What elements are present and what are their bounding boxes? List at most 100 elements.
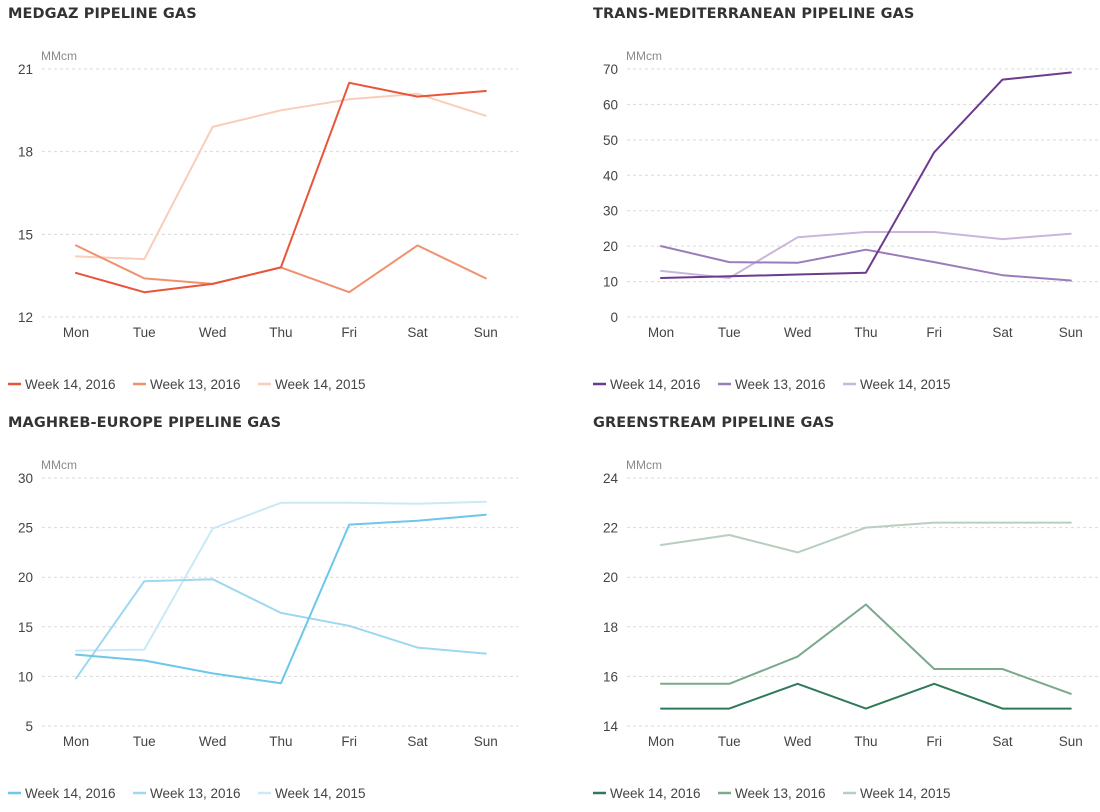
chart-title: GREENSTREAM PIPELINE GAS: [593, 415, 835, 431]
maghreb-europe-chart: MMcm 5 10 15 20 25 30 Mon Tue Wed Thu Fri Sat Sun Week…: [8, 458, 518, 801]
y-tick-label: 24: [603, 471, 619, 486]
series-line: [75, 500, 487, 652]
y-tick-label: 18: [18, 145, 33, 160]
y-tick-label: 15: [18, 227, 33, 242]
x-tick-label: Wed: [784, 325, 812, 340]
y-tick-label: 40: [603, 168, 618, 183]
series-line: [75, 244, 487, 294]
x-tick-label: Sun: [1059, 325, 1083, 340]
legend-item: Week 14, 2015: [258, 786, 366, 801]
medgaz-chart: MMcm 12 15 18 21 Mon Tue Wed Thu Fri Sat Sun Week 14…: [8, 49, 518, 392]
y-tick-label: 15: [18, 620, 33, 635]
y-tick-label: 12: [18, 310, 33, 325]
chart-title: MEDGAZ PIPELINE GAS: [8, 6, 197, 22]
y-tick-label: 30: [603, 204, 618, 219]
y-tick-label: 14: [603, 719, 619, 734]
greenstream-chart-panel: GREENSTREAM PIPELINE GAS MMcm 14 16 18 20 22 2…: [585, 409, 1100, 812]
y-tick-label: 30: [18, 471, 33, 486]
x-tick-label: Thu: [269, 734, 292, 749]
y-tick-label: 20: [603, 570, 618, 585]
medgaz-chart-panel: MEDGAZ PIPELINE GAS MMcm 12 15 18 21 Mon Tue We…: [0, 0, 550, 403]
series-line: [75, 578, 487, 680]
series-line: [660, 682, 1072, 710]
y-tick-label: 0: [610, 310, 618, 325]
series-line: [75, 92, 487, 261]
y-tick-label: 20: [603, 239, 618, 254]
legend-label: Week 14, 2015: [860, 786, 951, 801]
legend-item: Week 14, 2016: [8, 786, 116, 801]
x-tick-label: Wed: [784, 734, 812, 749]
x-tick-label: Mon: [63, 734, 89, 749]
x-tick-label: Mon: [648, 734, 674, 749]
legend-label: Week 14, 2015: [860, 377, 951, 392]
legend-label: Week 14, 2016: [25, 786, 116, 801]
series-line: [660, 245, 1072, 282]
x-tick-label: Thu: [854, 325, 877, 340]
trans-mediterranean-chart: MMcm 0 10 20 30 40 50 60 70 Mon Tue Wed Thu Fri Sat Sun…: [593, 49, 1100, 392]
legend-label: Week 13, 2016: [735, 786, 826, 801]
x-tick-label: Sun: [1059, 734, 1083, 749]
series-line: [660, 603, 1072, 695]
legend-label: Week 14, 2015: [275, 786, 366, 801]
trans-mediterranean-chart-panel: TRANS-MEDITERRANEAN PIPELINE GAS MMcm 0 10…: [585, 0, 1100, 403]
x-tick-label: Mon: [648, 325, 674, 340]
y-tick-label: 70: [603, 62, 618, 77]
x-tick-label: Wed: [199, 734, 227, 749]
x-tick-label: Thu: [269, 325, 292, 340]
legend-label: Week 14, 2016: [25, 377, 116, 392]
y-tick-label: 60: [603, 97, 618, 112]
legend-label: Week 14, 2015: [275, 377, 366, 392]
x-tick-label: Thu: [854, 734, 877, 749]
legend-item: Week 13, 2016: [718, 377, 826, 392]
legend-item: Week 14, 2015: [258, 377, 366, 392]
series-line: [660, 71, 1072, 279]
y-unit-label: MMcm: [626, 49, 662, 63]
series-line: [660, 521, 1072, 554]
legend-label: Week 13, 2016: [735, 377, 826, 392]
x-tick-label: Fri: [341, 325, 357, 340]
x-tick-label: Tue: [718, 734, 741, 749]
y-unit-label: MMcm: [41, 49, 77, 63]
x-tick-label: Sat: [992, 325, 1013, 340]
y-tick-label: 50: [603, 133, 618, 148]
legend-item: Week 13, 2016: [718, 786, 826, 801]
greenstream-chart: MMcm 14 16 18 20 22 24 Mon Tue Wed Thu Fri Sat Sun Wee…: [593, 458, 1100, 801]
x-tick-label: Sun: [474, 325, 498, 340]
legend-label: Week 14, 2016: [610, 377, 701, 392]
x-tick-label: Tue: [133, 734, 156, 749]
y-tick-label: 20: [18, 570, 33, 585]
legend-label: Week 13, 2016: [150, 377, 241, 392]
legend-item: Week 13, 2016: [133, 786, 241, 801]
y-tick-label: 10: [603, 275, 618, 290]
legend-item: Week 14, 2016: [593, 786, 701, 801]
x-tick-label: Fri: [341, 734, 357, 749]
x-tick-label: Sat: [992, 734, 1013, 749]
y-tick-label: 21: [18, 62, 33, 77]
chart-title: TRANS-MEDITERRANEAN PIPELINE GAS: [593, 6, 915, 22]
x-tick-label: Fri: [926, 325, 942, 340]
legend-item: Week 14, 2015: [843, 377, 951, 392]
y-tick-label: 16: [603, 669, 618, 684]
chart-title: MAGHREB-EUROPE PIPELINE GAS: [8, 415, 282, 431]
legend-item: Week 14, 2016: [8, 377, 116, 392]
legend-label: Week 13, 2016: [150, 786, 241, 801]
y-tick-label: 10: [18, 669, 33, 684]
y-tick-label: 5: [25, 719, 33, 734]
x-tick-label: Mon: [63, 325, 89, 340]
maghreb-europe-chart-panel: MAGHREB-EUROPE PIPELINE GAS MMcm 5 10 15 20 2…: [0, 409, 550, 812]
x-tick-label: Sat: [407, 734, 428, 749]
series-line: [75, 513, 487, 685]
x-tick-label: Sun: [474, 734, 498, 749]
y-tick-label: 22: [603, 521, 618, 536]
legend-label: Week 14, 2016: [610, 786, 701, 801]
x-tick-label: Fri: [926, 734, 942, 749]
series-line: [660, 231, 1072, 279]
x-tick-label: Tue: [718, 325, 741, 340]
y-tick-label: 18: [603, 620, 618, 635]
y-tick-label: 25: [18, 521, 33, 536]
y-unit-label: MMcm: [626, 458, 662, 472]
y-unit-label: MMcm: [41, 458, 77, 472]
legend-item: Week 14, 2015: [843, 786, 951, 801]
x-tick-label: Wed: [199, 325, 227, 340]
